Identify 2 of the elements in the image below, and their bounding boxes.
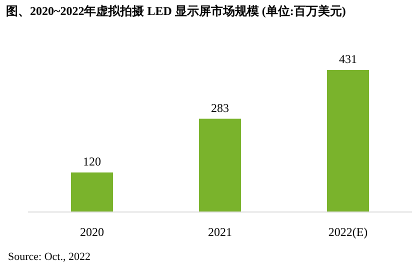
title: 图、2020~2022年虚拟拍摄 LED 显示屏市场规模 (单位:百万美元): [6, 4, 346, 18]
annotation: Source: Oct., 2022: [8, 251, 90, 263]
